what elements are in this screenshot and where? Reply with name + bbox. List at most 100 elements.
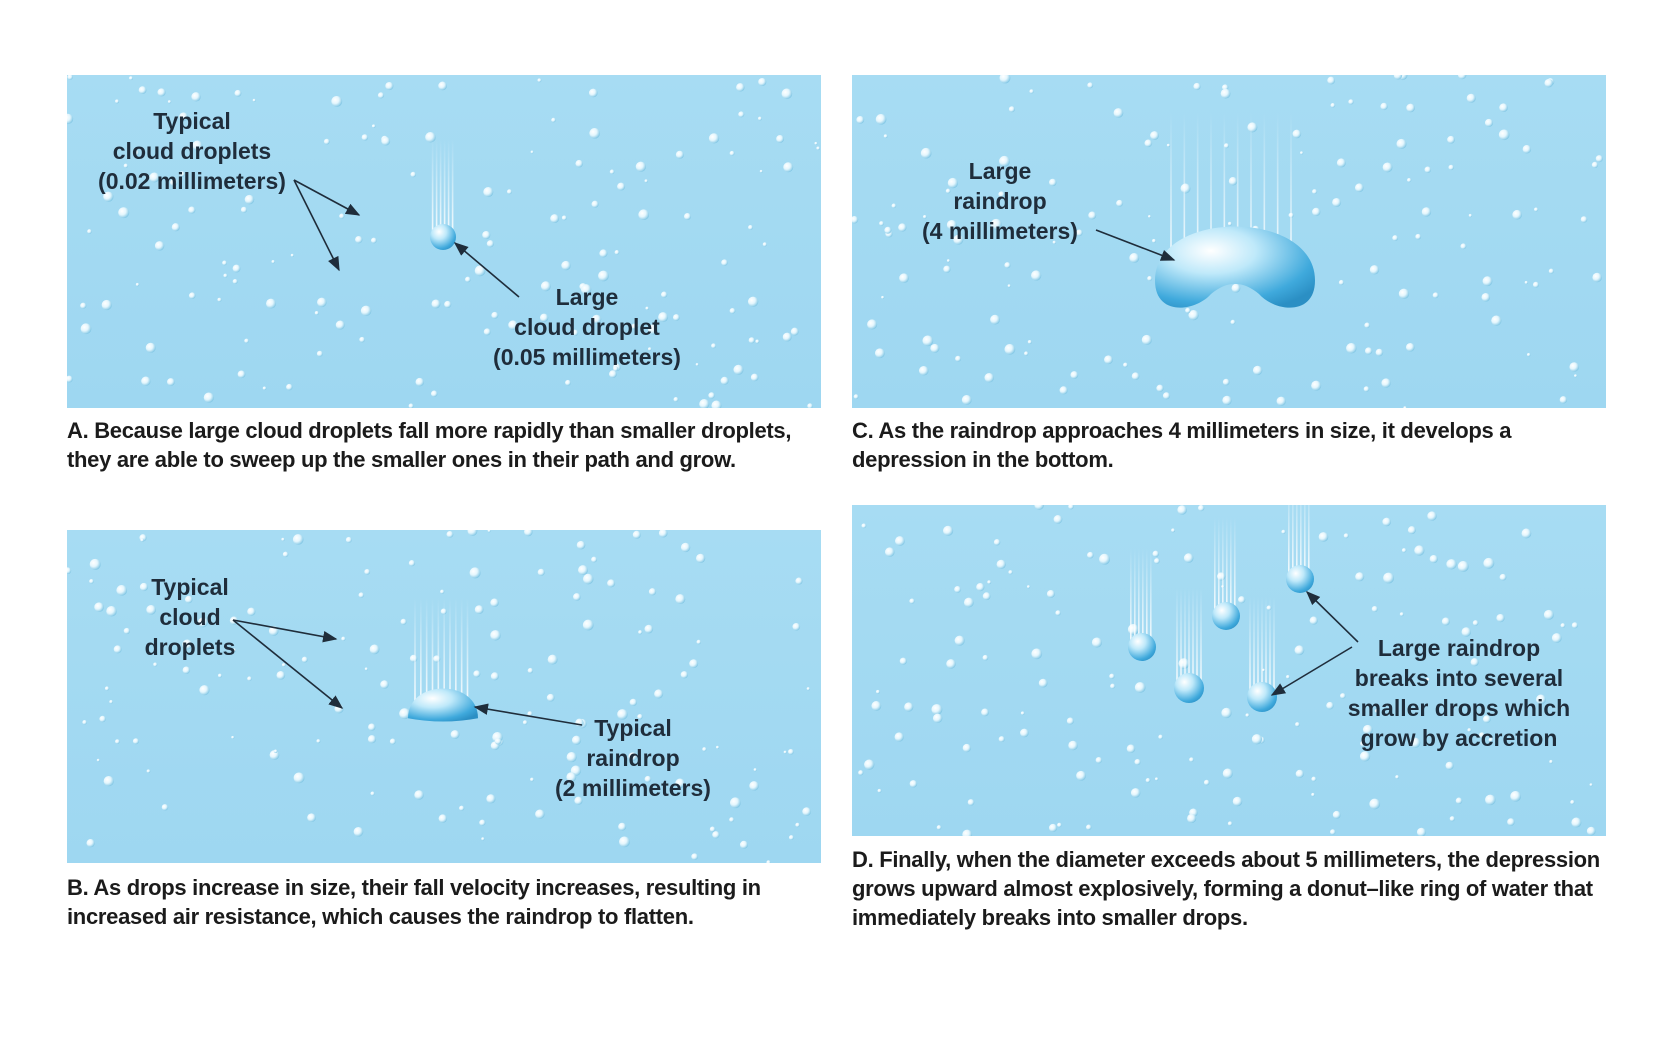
cloud-droplet	[909, 780, 918, 788]
cloud-droplet	[875, 114, 887, 125]
cloud-droplet	[86, 839, 95, 848]
cloud-droplet	[711, 400, 722, 408]
caption: C. As the raindrop approaches 4 millimet…	[852, 418, 1512, 472]
cloud-droplet	[607, 579, 616, 588]
cloud-droplet	[273, 749, 278, 753]
cloud-droplet	[981, 708, 989, 717]
cloud-droplet	[748, 337, 755, 344]
cloud-droplet	[192, 140, 203, 151]
cloud-droplet	[339, 213, 345, 219]
cloud-droplet	[708, 133, 720, 144]
cloud-droplet	[106, 605, 117, 617]
cloud-droplet	[368, 723, 376, 731]
cloud-droplet	[1536, 694, 1546, 705]
cloud-droplet	[1571, 622, 1579, 629]
drop-label: Typical	[153, 108, 231, 134]
cloud-droplet	[931, 704, 943, 715]
cloud-droplet	[80, 302, 87, 309]
cloud-droplet	[1292, 129, 1302, 139]
cloud-droplet	[673, 397, 679, 402]
cloud-droplet	[1355, 572, 1365, 582]
raindrop	[408, 688, 478, 722]
cloud-droplet	[1059, 386, 1068, 395]
cloud-droplet	[522, 720, 528, 725]
fall-streak	[1218, 517, 1220, 616]
cloud-droplet	[530, 150, 534, 154]
cloud-droplet	[1499, 103, 1508, 112]
cloud-droplet	[1483, 557, 1495, 569]
cloud-droplet	[736, 83, 745, 92]
cloud-droplet	[1166, 143, 1171, 147]
cloud-droplet	[661, 291, 668, 298]
cloud-droplet	[116, 585, 128, 596]
cloud-droplet	[792, 622, 801, 631]
cloud-droplet	[184, 595, 193, 604]
cloud-droplet	[894, 732, 904, 742]
cloud-droplet	[592, 314, 602, 324]
cloud-droplet	[1232, 796, 1243, 807]
cloud-droplet	[588, 88, 598, 98]
cloud-droplet	[218, 673, 222, 678]
cloud-droplet	[709, 826, 716, 832]
fall-streak	[1214, 517, 1216, 616]
cloud-droplet	[1053, 515, 1063, 524]
cloud-droplet	[566, 752, 577, 763]
cloud-droplet	[1416, 827, 1426, 836]
cloud-droplet	[371, 124, 376, 128]
cloud-droplet	[1336, 158, 1346, 168]
fall-streak	[455, 598, 457, 705]
cloud-droplet	[317, 297, 327, 308]
caption: B. As drops increase in size, their fall…	[67, 875, 761, 929]
cloud-droplet	[943, 525, 954, 536]
cloud-droplet	[103, 191, 114, 202]
cloud-droplet	[852, 216, 859, 224]
cloud-droplet	[733, 364, 744, 375]
drop-label: Large	[969, 158, 1032, 184]
cloud-droplet	[883, 134, 888, 139]
fall-streak	[431, 139, 434, 237]
fall-streak	[1184, 588, 1186, 688]
cloud-droplet	[1354, 183, 1364, 193]
cloud-droplet	[1455, 797, 1463, 805]
cloud-droplet	[188, 292, 196, 299]
cloud-droplet	[446, 530, 454, 538]
cloud-droplet	[1110, 683, 1116, 689]
cloud-droplet	[465, 276, 471, 283]
cloud-droplet	[695, 363, 699, 367]
cloud-droplet	[1448, 164, 1454, 171]
cloud-droplet	[244, 338, 249, 344]
fall-streak	[1196, 112, 1199, 267]
cloud-droplet	[1099, 553, 1111, 565]
cloud-droplet	[1548, 268, 1554, 274]
cloud-droplet	[644, 179, 648, 183]
cloud-droplet	[1532, 281, 1539, 288]
cloud-droplet	[675, 778, 685, 789]
cloud-droplet	[167, 378, 175, 386]
cloud-droplet	[712, 831, 720, 839]
fall-streak	[1273, 597, 1275, 697]
cloud-droplet	[1488, 737, 1494, 743]
cloud-droplet	[1559, 396, 1568, 404]
cloud-droplet	[89, 558, 101, 570]
fall-streak	[1250, 112, 1252, 267]
cloud-droplet	[1425, 677, 1430, 683]
cloud-droplet	[987, 580, 992, 585]
fall-streak	[460, 598, 463, 705]
cloud-droplet	[1026, 585, 1031, 589]
cloud-droplet	[490, 630, 501, 641]
cloud-droplet	[858, 770, 864, 776]
cloud-droplet	[179, 112, 188, 122]
cloud-droplet	[955, 355, 962, 362]
cloud-droplet	[696, 639, 702, 645]
cloud-droplet	[998, 191, 1005, 198]
cloud-droplet	[1008, 570, 1013, 575]
cloud-droplet	[943, 265, 951, 273]
fall-streak	[1210, 112, 1212, 267]
cloud-droplet	[1198, 505, 1205, 512]
cloud-droplet	[961, 395, 972, 405]
cloud-droplet	[1498, 129, 1510, 141]
cloud-droplet	[1414, 545, 1425, 556]
cloud-droplet	[364, 667, 368, 671]
fall-streak	[1192, 588, 1194, 688]
cloud-droplet	[353, 826, 364, 837]
